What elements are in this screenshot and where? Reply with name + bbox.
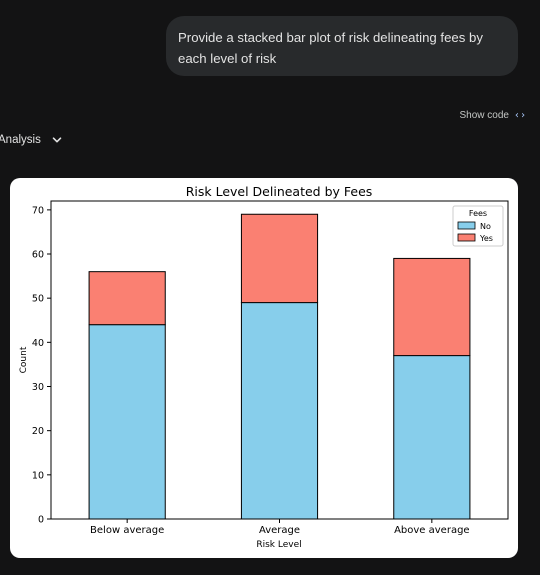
y-tick-label: 20 xyxy=(32,426,44,437)
y-tick-label: 60 xyxy=(32,250,44,261)
y-tick-label: 0 xyxy=(38,515,44,526)
bar-segment-yes xyxy=(240,213,319,304)
legend-swatch-yes xyxy=(457,233,476,242)
code-brackets-icon: ‹› xyxy=(513,110,526,121)
user-message-text: Provide a stacked bar plot of risk delin… xyxy=(178,30,483,66)
legend-label-no: No xyxy=(480,222,491,231)
bar-segment-yes xyxy=(88,271,166,326)
show-code-button[interactable]: Show code ‹› xyxy=(459,110,526,121)
chart-card: Risk Level Delineated by Fees 0 10 20 30 40 5… xyxy=(10,178,518,558)
legend: Fees No Yes xyxy=(452,205,504,247)
legend-title: Fees xyxy=(469,209,487,218)
show-code-label: Show code xyxy=(459,110,509,121)
y-tick-label: 70 xyxy=(32,205,44,216)
x-tick-label: Below average xyxy=(90,525,164,536)
y-axis-ticks: 0 10 20 30 40 50 60 70 xyxy=(32,205,51,526)
bar-segment-yes xyxy=(393,257,471,357)
plot-frame xyxy=(50,200,509,520)
x-tick-label: Average xyxy=(259,525,300,536)
stacked-bar-chart: Risk Level Delineated by Fees 0 10 20 30 40 5… xyxy=(19,184,509,550)
analysis-label: Analysis xyxy=(0,134,41,146)
y-tick-label: 30 xyxy=(32,382,44,393)
bar-segment-no xyxy=(393,355,471,520)
x-tick-label: Above average xyxy=(394,525,470,536)
x-axis-label: Risk Level xyxy=(256,540,301,550)
legend-swatch-no xyxy=(457,221,476,230)
bar-segment-no xyxy=(88,324,166,520)
x-axis-ticks: Below average Average Above average xyxy=(90,519,470,536)
chart-title: Risk Level Delineated by Fees xyxy=(186,184,373,199)
y-tick-label: 50 xyxy=(32,294,44,305)
bar-segment-no xyxy=(240,302,319,520)
user-message-bubble: Provide a stacked bar plot of risk delin… xyxy=(166,16,518,76)
analysis-toggle[interactable]: Analysis xyxy=(0,134,63,146)
legend-label-yes: Yes xyxy=(479,234,493,243)
y-tick-label: 10 xyxy=(32,470,44,481)
bars xyxy=(88,213,471,520)
y-axis-label: Count xyxy=(19,346,29,373)
chevron-down-icon xyxy=(52,137,62,143)
y-tick-label: 40 xyxy=(32,338,44,349)
